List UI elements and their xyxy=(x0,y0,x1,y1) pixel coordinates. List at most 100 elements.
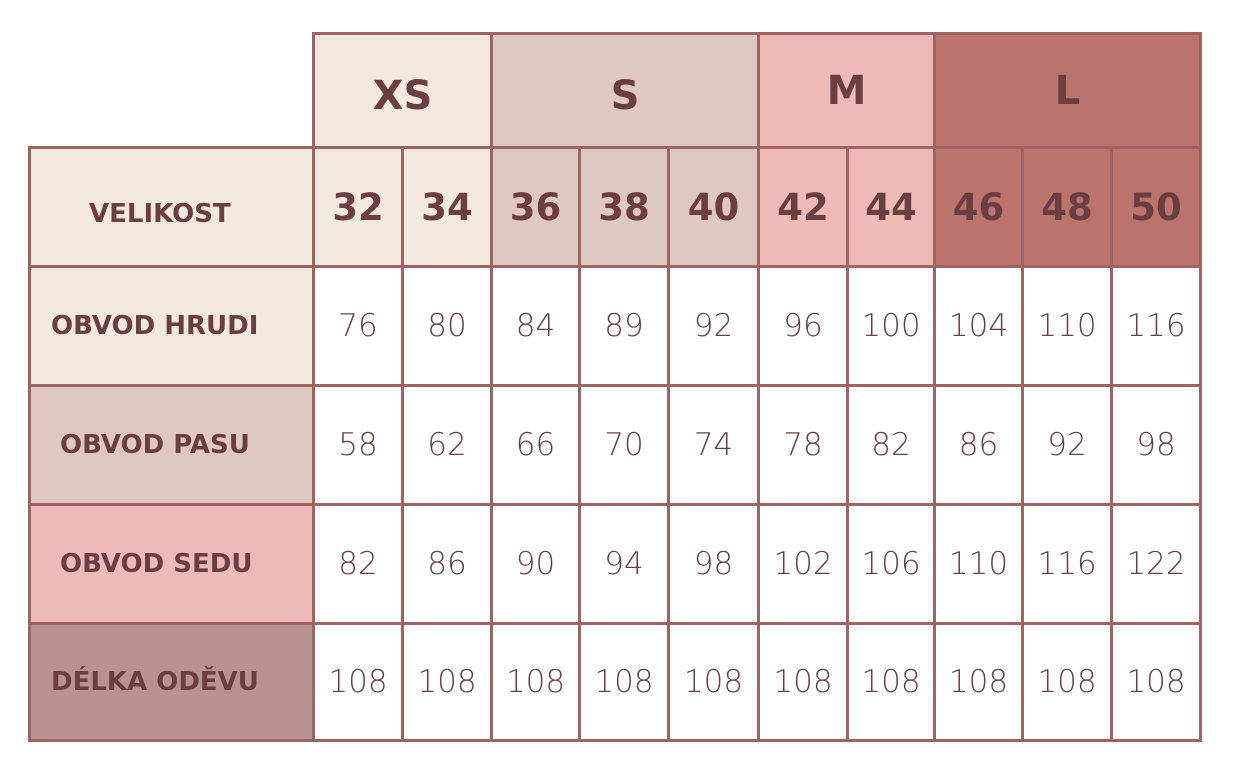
size-cell: 34 xyxy=(401,146,493,268)
group-header-xs: XS xyxy=(312,32,493,149)
measure-value: 78 xyxy=(783,427,823,463)
measure-cell: 78 xyxy=(757,384,849,506)
measure-value: 98 xyxy=(693,546,734,582)
size-cell: 36 xyxy=(490,146,581,268)
size-cell: 48 xyxy=(1021,146,1113,268)
measure-value: 106 xyxy=(861,546,921,582)
measure-value: 82 xyxy=(338,546,378,582)
measure-value: 102 xyxy=(773,546,833,582)
size-value: 36 xyxy=(509,185,562,229)
measure-value: 96 xyxy=(783,308,823,344)
measure-value: 74 xyxy=(693,427,734,463)
measure-cell: 90 xyxy=(490,503,581,625)
measure-value: 110 xyxy=(1037,308,1097,344)
measure-cell: 110 xyxy=(933,503,1024,625)
measure-value: 76 xyxy=(338,308,378,344)
measure-cell: 74 xyxy=(667,384,760,506)
row-label: OBVOD SEDU xyxy=(60,549,253,579)
measure-cell: 110 xyxy=(1021,265,1113,387)
measure-cell: 66 xyxy=(490,384,581,506)
measure-value: 94 xyxy=(604,546,644,582)
measure-value: 58 xyxy=(338,427,378,463)
measure-value: 104 xyxy=(948,308,1009,344)
measure-cell: 92 xyxy=(1021,384,1113,506)
measure-cell: 104 xyxy=(933,265,1024,387)
group-header-s: S xyxy=(490,32,760,149)
size-cell: 46 xyxy=(933,146,1024,268)
measure-value: 92 xyxy=(1047,427,1087,463)
row-label: OBVOD HRUDI xyxy=(51,311,259,341)
measure-cell: 108 xyxy=(490,622,581,742)
measure-value: 108 xyxy=(683,664,744,700)
size-cell: 50 xyxy=(1110,146,1202,268)
measure-cell: 108 xyxy=(1110,622,1202,742)
group-header-m: M xyxy=(757,32,936,149)
measure-cell: 58 xyxy=(312,384,404,506)
measure-value: 90 xyxy=(515,546,556,582)
size-value: 48 xyxy=(1041,185,1093,229)
size-cell: 42 xyxy=(757,146,849,268)
measure-value: 84 xyxy=(515,308,556,344)
measure-value: 116 xyxy=(1126,308,1186,344)
measure-cell: 84 xyxy=(490,265,581,387)
size-value: 46 xyxy=(952,185,1005,229)
measure-cell: 100 xyxy=(846,265,936,387)
measure-cell: 108 xyxy=(757,622,849,742)
measure-cell: 62 xyxy=(401,384,493,506)
group-header-l: L xyxy=(933,32,1202,149)
measure-cell: 108 xyxy=(401,622,493,742)
size-cell: 40 xyxy=(667,146,760,268)
measure-cell: 76 xyxy=(312,265,404,387)
measure-cell: 108 xyxy=(578,622,670,742)
measure-cell: 82 xyxy=(846,384,936,506)
measure-value: 108 xyxy=(417,664,477,700)
row-label-obvod-sedu: OBVOD SEDU xyxy=(28,503,315,625)
measure-cell: 116 xyxy=(1110,265,1202,387)
measure-value: 122 xyxy=(1126,546,1186,582)
measure-value: 80 xyxy=(427,308,467,344)
group-header-label: L xyxy=(1054,67,1081,114)
row-label: VELIKOST xyxy=(89,199,231,229)
group-header-label: S xyxy=(610,72,640,119)
measure-value: 62 xyxy=(427,427,467,463)
measure-value: 108 xyxy=(948,664,1009,700)
measure-cell: 98 xyxy=(667,503,760,625)
measure-cell: 92 xyxy=(667,265,760,387)
measure-value: 82 xyxy=(871,427,911,463)
measure-value: 110 xyxy=(948,546,1009,582)
size-cell: 38 xyxy=(578,146,670,268)
measure-value: 66 xyxy=(515,427,556,463)
measure-value: 98 xyxy=(1136,427,1176,463)
measure-value: 116 xyxy=(1037,546,1097,582)
size-cell: 32 xyxy=(312,146,404,268)
measure-cell: 82 xyxy=(312,503,404,625)
row-label-obvod-pasu: OBVOD PASU xyxy=(28,384,315,506)
measure-value: 89 xyxy=(604,308,644,344)
measure-value: 108 xyxy=(1037,664,1097,700)
group-header-label: M xyxy=(826,67,867,114)
size-value: 40 xyxy=(687,185,740,229)
measure-value: 108 xyxy=(1126,664,1186,700)
measure-value: 108 xyxy=(773,664,833,700)
size-value: 44 xyxy=(865,185,917,229)
measure-cell: 108 xyxy=(846,622,936,742)
size-cell: 44 xyxy=(846,146,936,268)
measure-cell: 96 xyxy=(757,265,849,387)
measure-value: 108 xyxy=(594,664,654,700)
measure-cell: 102 xyxy=(757,503,849,625)
measure-value: 108 xyxy=(505,664,566,700)
measure-cell: 106 xyxy=(846,503,936,625)
measure-cell: 108 xyxy=(933,622,1024,742)
measure-cell: 86 xyxy=(401,503,493,625)
row-label-delka-odevu: DÉLKA ODĚVU xyxy=(28,622,315,742)
row-label-obvod-hrudi: OBVOD HRUDI xyxy=(28,265,315,387)
size-value: 38 xyxy=(598,185,650,229)
measure-cell: 80 xyxy=(401,265,493,387)
measure-cell: 122 xyxy=(1110,503,1202,625)
measure-cell: 70 xyxy=(578,384,670,506)
measure-cell: 116 xyxy=(1021,503,1113,625)
measure-cell: 108 xyxy=(667,622,760,742)
measure-value: 100 xyxy=(861,308,921,344)
measure-cell: 108 xyxy=(312,622,404,742)
group-header-label: XS xyxy=(372,72,433,119)
